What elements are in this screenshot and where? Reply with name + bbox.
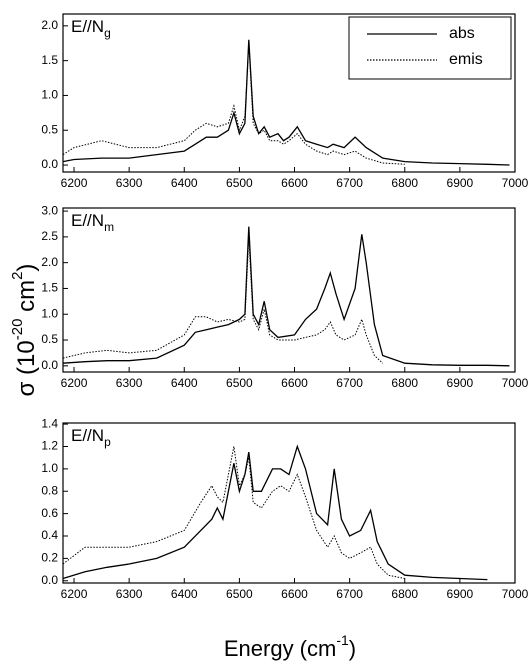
y-axis-label: σ (10-20 cm2) (9, 264, 40, 397)
x-tick-label: 6400 (171, 176, 198, 190)
panel-label: E//Np (71, 426, 111, 449)
y-tick-label: 1.0 (41, 461, 58, 475)
panel: 0.0 0.5 1.0 1.5 2.0 2.5 3.0 6200 6300 6400 6500 660… (41, 203, 528, 390)
data-line (62, 446, 405, 579)
y-tick-label: 0.0 (41, 157, 58, 171)
y-label-sup: 2 (9, 272, 26, 280)
y-tick-label: 3.0 (41, 203, 58, 217)
x-tick-label: 6500 (226, 176, 253, 190)
x-tick-label: 6900 (447, 587, 474, 601)
y-tick-label: 1.5 (41, 53, 58, 67)
panel-label-sub: p (104, 435, 111, 449)
x-tick-label: 6600 (281, 176, 308, 190)
y-tick-label: 0.0 (41, 573, 58, 587)
x-tick-label: 6600 (281, 587, 308, 601)
panel-label: E//Ng (71, 17, 111, 40)
plot-frame (62, 13, 516, 173)
y-tick-label: 2.0 (41, 18, 58, 32)
x-tick-label: 6600 (281, 376, 308, 390)
y-tick-label: 0.2 (41, 551, 58, 565)
x-tick-label: 6200 (61, 376, 88, 390)
plot-frame (62, 422, 516, 584)
y-tick-label: 2.5 (41, 229, 58, 243)
x-tick-label: 6400 (171, 587, 198, 601)
legend-label: abs (449, 25, 475, 42)
y-tick-label: 0.5 (41, 332, 58, 346)
y-label-text: ) (13, 264, 40, 272)
legend-box (348, 16, 512, 80)
x-tick-label: 6200 (61, 587, 88, 601)
y-tick-label: 1.4 (41, 416, 58, 430)
x-tick-label: 6500 (226, 376, 253, 390)
y-tick-label: 0.8 (41, 483, 58, 497)
x-tick-label: 6800 (391, 376, 418, 390)
data-line (62, 43, 405, 165)
x-tick-label: 6900 (447, 176, 474, 190)
y-tick-label: 0.4 (41, 528, 58, 542)
panel-label-text: E//N (71, 211, 104, 230)
x-tick-label: 6800 (391, 587, 418, 601)
panel-label-sub: g (104, 26, 111, 40)
x-axis-label: Energy (cm-1) (224, 632, 356, 661)
x-tick-label: 6400 (171, 376, 198, 390)
y-tick-label: 2.0 (41, 255, 58, 269)
panel: 0.0 0.5 1.0 1.5 2.0 6200 6300 6400 6500 6600 6700 6… (41, 13, 529, 190)
panel-label-text: E//N (71, 426, 104, 445)
x-tick-label: 7000 (502, 587, 529, 601)
y-tick-label: 0.0 (41, 358, 58, 372)
x-tick-label: 7000 (502, 376, 529, 390)
panel-label-sub: m (104, 220, 114, 234)
x-tick-label: 7000 (502, 176, 529, 190)
y-label-sup: -20 (9, 319, 26, 341)
x-tick-label: 6200 (61, 176, 88, 190)
x-label-sup: -1 (336, 632, 349, 648)
x-tick-label: 6300 (116, 376, 143, 390)
y-tick-label: 0.6 (41, 506, 58, 520)
x-tick-label: 6300 (116, 176, 143, 190)
data-line (62, 444, 488, 581)
x-tick-label: 6700 (336, 587, 363, 601)
legend-label: emis (449, 51, 483, 68)
x-tick-label: 6300 (116, 587, 143, 601)
data-line (62, 226, 510, 367)
y-label-text: cm (13, 280, 40, 319)
y-tick-label: 1.0 (41, 306, 58, 320)
x-tick-label: 6700 (336, 176, 363, 190)
x-label-text: Energy (cm (224, 636, 336, 661)
y-tick-label: 1.2 (41, 439, 58, 453)
y-tick-label: 1.5 (41, 281, 58, 295)
x-label-text: ) (349, 636, 356, 661)
x-tick-label: 6800 (391, 176, 418, 190)
y-tick-label: 1.0 (41, 88, 58, 102)
data-line (62, 39, 510, 166)
x-tick-label: 6500 (226, 587, 253, 601)
panel: 0.0 0.2 0.4 0.6 0.8 1.0 1.2 1.4 6200 6300 6400 6500… (41, 416, 528, 601)
panel-label: E//Nm (71, 211, 114, 234)
plot-frame (62, 207, 516, 373)
y-tick-label: 0.5 (41, 122, 58, 136)
y-label-text: σ (10 (13, 340, 40, 396)
data-line (62, 236, 384, 364)
panel-label-text: E//N (71, 17, 104, 36)
x-tick-label: 6900 (447, 376, 474, 390)
x-tick-label: 6700 (336, 376, 363, 390)
